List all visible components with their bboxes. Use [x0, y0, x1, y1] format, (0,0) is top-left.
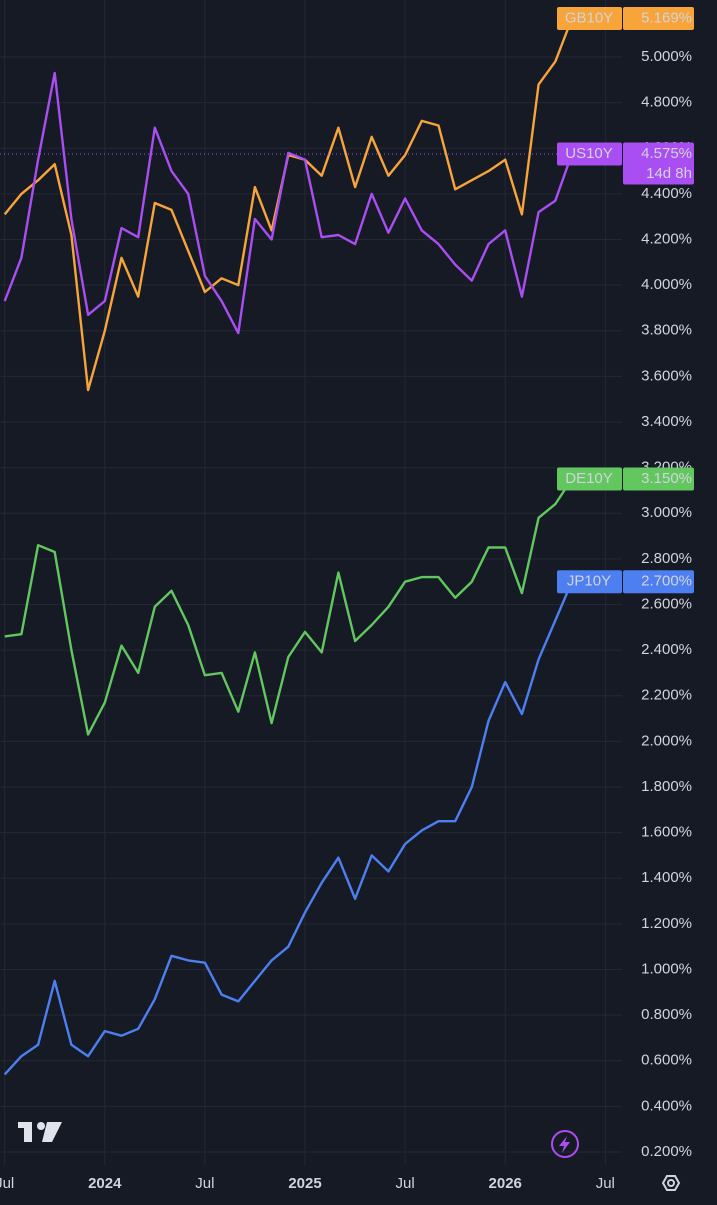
y-tick-label: 2.800%: [641, 550, 692, 567]
last-value-badge: [623, 142, 694, 185]
last-value-label: 2.700%: [641, 573, 692, 590]
last-value-label: 4.575%: [641, 145, 692, 162]
x-tick-label: 2026: [489, 1175, 522, 1192]
y-tick-label: 1.600%: [641, 824, 692, 841]
series-line: [4, 478, 573, 736]
y-tick-label: 4.800%: [641, 94, 692, 111]
axes: 0.200% 0.400% 0.600% 0.800% 1.000% 1.200% 1.40…: [0, 6, 694, 1192]
y-tick-label: 1.800%: [641, 778, 692, 795]
grid: [0, 0, 622, 1165]
series-name-badge: [557, 142, 622, 166]
series-line: [3, 71, 574, 335]
y-tick-label: 4.400%: [641, 185, 692, 202]
y-tick-label: 3.400%: [641, 413, 692, 430]
last-value-label: 5.169%: [641, 9, 692, 26]
countdown: 14d 8h: [646, 165, 692, 182]
last-value-badge: [623, 570, 694, 594]
series-name: GB10Y: [565, 9, 613, 26]
y-tick-label: 4.000%: [641, 276, 692, 293]
series-line: [3, 18, 574, 392]
series-name-badge: [557, 467, 622, 491]
y-tick-label: 0.400%: [641, 1097, 692, 1114]
y-tick-label: 5.000%: [641, 48, 692, 65]
y-tick-label: 3.800%: [641, 322, 692, 339]
y-tick-label: 2.600%: [641, 595, 692, 612]
y-tick-label: 2.400%: [641, 641, 692, 658]
series-name-badge: [557, 570, 622, 594]
last-value-badge: [623, 6, 694, 30]
y-tick-label: 1.400%: [641, 869, 692, 886]
y-tick-label: 1.200%: [641, 915, 692, 932]
y-tick-label: 1.000%: [641, 960, 692, 977]
y-tick-label: 3.000%: [641, 504, 692, 521]
series-name-badge: [557, 6, 622, 30]
last-value-badge: [623, 467, 694, 491]
y-tick-label: 0.600%: [641, 1052, 692, 1069]
series-name: DE10Y: [565, 470, 613, 487]
plot-area: [0, 18, 622, 1076]
series-name: JP10Y: [567, 573, 611, 590]
series-line: [3, 581, 574, 1076]
series-name: US10Y: [565, 145, 613, 162]
y-tick-label: 4.200%: [641, 230, 692, 247]
y-tick-label: 3.600%: [641, 367, 692, 384]
lightning-button[interactable]: [551, 1130, 579, 1158]
x-tick-label: Jul: [596, 1175, 615, 1192]
x-tick-label: 2025: [288, 1175, 321, 1192]
settings-button[interactable]: [661, 1175, 681, 1191]
x-tick-label: Jul: [396, 1175, 415, 1192]
y-tick-label: 2.000%: [641, 732, 692, 749]
x-tick-label: Jul: [195, 1175, 214, 1192]
x-tick-label: Jul: [0, 1175, 14, 1192]
last-value-label: 3.150%: [641, 470, 692, 487]
y-tick-label: 2.200%: [641, 687, 692, 704]
x-tick-label: 2024: [88, 1175, 122, 1192]
y-tick-label: 0.200%: [641, 1143, 692, 1160]
y-tick-label: 0.800%: [641, 1006, 692, 1023]
tradingview-logo: [18, 1122, 62, 1142]
